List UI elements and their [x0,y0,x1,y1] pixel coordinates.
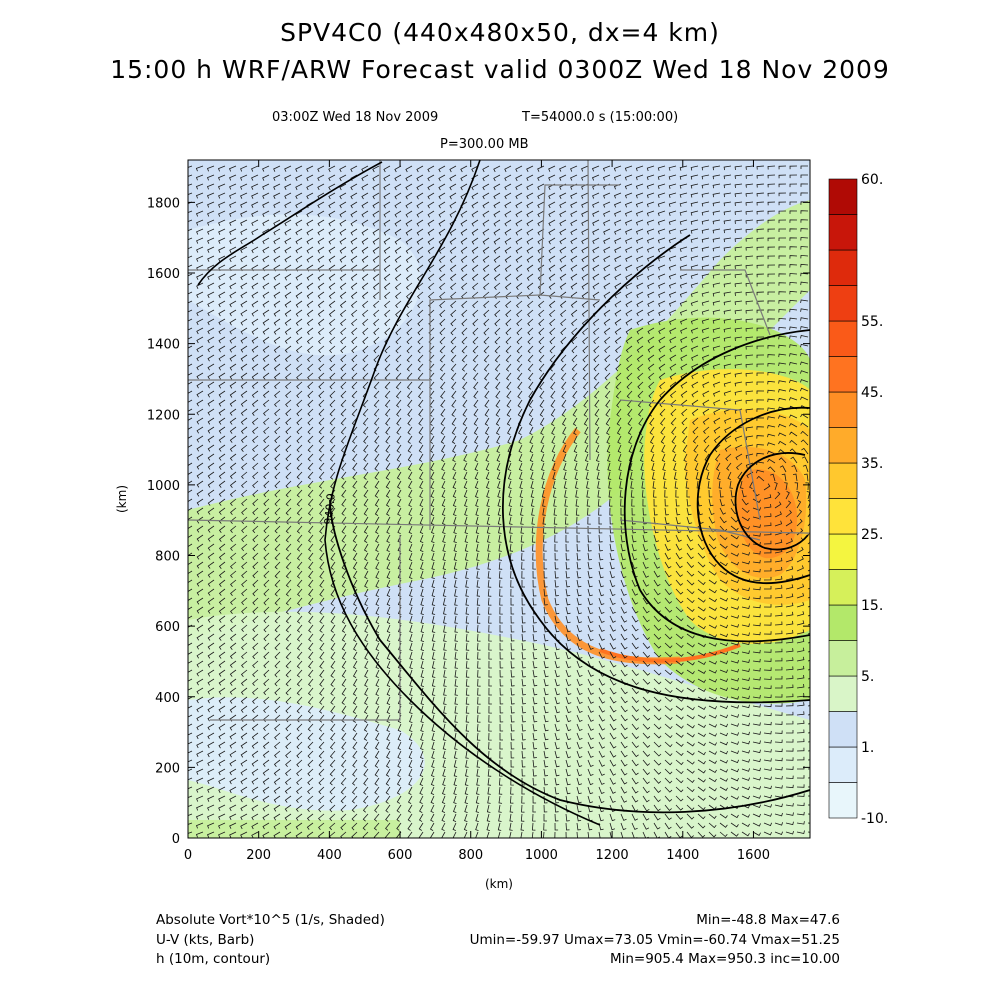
chart-title: SPV4C0 (440x480x50, dx=4 km) [280,18,720,47]
plot-frame [187,159,811,839]
colorbar-label: -10. [861,811,888,827]
colorbar-cell [828,746,858,783]
plot-area: 940.0 [188,160,810,838]
colorbar-cell [828,178,858,215]
colorbar-cell [828,711,858,748]
y-tick-label: 1200 [147,408,180,423]
legend-shaded-field: Absolute Vort*10^5 (1/s, Shaded) [156,912,385,928]
wind-barbs [188,165,810,838]
y-tick-label: 0 [172,832,180,847]
colorbar-cell [828,604,858,641]
sim-time: T=54000.0 s (15:00:00) [522,110,679,125]
colorbar-cell [828,675,858,712]
x-tick-label: 0 [184,848,192,863]
colorbar-label: 35. [861,456,883,472]
y-axis-label: (km) [115,485,129,513]
coastline [197,161,383,286]
y-tick-label: 1000 [147,479,180,494]
state-border [619,399,761,521]
colorbar-cell [828,320,858,357]
colorbar-label: 25. [861,527,883,543]
colorbar-cell [828,214,858,251]
y-tick-label: 1800 [147,196,180,211]
state-border [587,160,591,461]
colorbar: -10. 1. 5. 15. 25. 35. 45. 55. 60. [828,172,888,827]
height-contour [623,329,810,643]
vorticity-band [599,643,741,663]
state-border [680,269,771,336]
x-axis-label: (km) [485,877,513,891]
barb-set [188,165,810,838]
colorbar-cell [828,356,858,393]
colorbar-cell [828,640,858,677]
colorbar-cell [828,391,858,428]
state-border [619,519,761,541]
colorbar-cell [828,285,858,322]
height-contour [734,452,809,551]
axes: 0 200 400 600 800 1000 1200 1400 1600 0 200 400 600 8… [147,160,810,863]
y-tick-label: 1400 [147,338,180,353]
y-tick-label: 600 [155,620,180,635]
colorbar-cell [828,427,858,464]
height-stats: Min=905.4 Max=950.3 inc=10.00 [609,951,840,967]
height-contour [329,499,810,814]
wind-stats: Umin=-59.97 Umax=73.05 Vmin=-60.74 Vmax=… [469,932,840,948]
state-border [188,519,810,534]
y-tick-label: 800 [155,550,180,565]
colorbar-label: 55. [861,314,883,330]
state-borders [188,160,810,826]
y-tick-label: 200 [155,761,180,776]
x-tick-label: 1200 [596,848,629,863]
colorbar-cell [828,498,858,535]
x-tick-label: 400 [317,848,342,863]
valid-time: 03:00Z Wed 18 Nov 2009 [272,110,439,125]
colorbar-cell [828,533,858,570]
colorbar-label: 45. [861,385,883,401]
colorbar-label: 1. [861,740,874,756]
contour-label: 940.0 [322,493,338,526]
x-tick-label: 200 [246,848,271,863]
colorbar-cell [828,569,858,606]
state-border [429,294,601,380]
pressure-level: P=300.00 MB [440,137,529,152]
x-tick-label: 600 [388,848,413,863]
chart-subtitle: 15:00 h WRF/ARW Forecast valid 0300Z Wed… [110,55,890,84]
state-border [539,184,620,296]
x-tick-label: 1400 [666,848,699,863]
colorbar-cell [828,782,858,819]
vorticity-band [736,469,798,559]
vort-stats: Min=-48.8 Max=47.6 [696,912,840,928]
state-border [210,535,401,721]
colorbar-label: 15. [861,598,883,614]
legend-contour-field: h (10m, contour) [156,951,271,967]
height-contour [696,406,810,585]
y-tick-label: 1600 [147,267,180,282]
colorbar-label: 5. [861,669,874,685]
vorticity-band [188,214,421,356]
colorbar-cell [828,249,858,286]
vorticity-band [188,820,400,838]
x-tick-label: 800 [458,848,483,863]
legend-barb-field: U-V (kts, Barb) [156,932,255,948]
colorbar-cell [828,462,858,499]
x-tick-label: 1600 [737,848,770,863]
x-tick-label: 1000 [525,848,558,863]
height-contours: 940.0 [322,234,810,814]
terrain-line [324,160,601,826]
y-tick-label: 400 [155,691,180,706]
height-contour [502,234,810,704]
vorticity-band [188,697,425,811]
colorbar-label: 60. [861,172,883,188]
